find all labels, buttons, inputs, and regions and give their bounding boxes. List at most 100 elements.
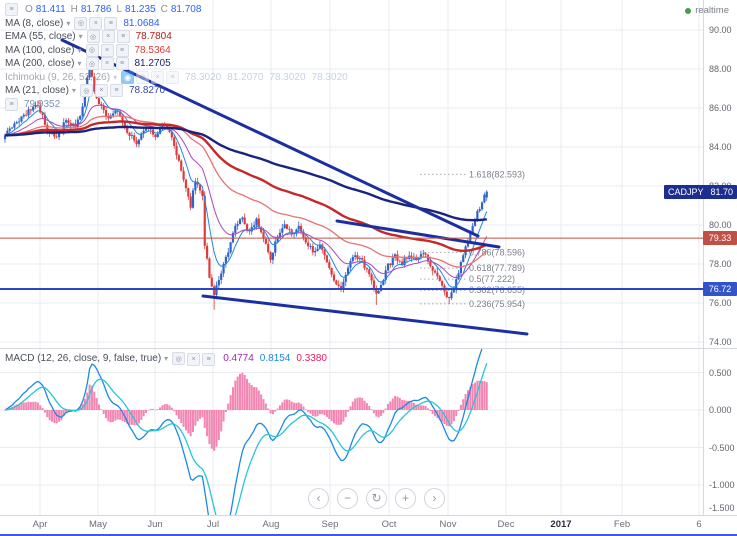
close-icon[interactable]: × (151, 70, 165, 84)
indicator-value: 81.2705 (134, 58, 171, 70)
visibility-icon[interactable]: ◎ (74, 16, 88, 30)
zoom-out-button[interactable]: − (337, 488, 358, 509)
price-tick-label: 74.00 (709, 337, 732, 347)
legend-collapse-icon[interactable]: ≡ (5, 3, 18, 17)
ohlc-low-value: 81.235 (125, 4, 156, 16)
dropdown-caret-icon[interactable]: ▾ (78, 32, 83, 42)
close-icon[interactable]: × (100, 57, 114, 71)
ohlc-close-value: 81.708 (170, 4, 202, 16)
price-tick-label: 84.00 (709, 142, 732, 152)
indicator-row[interactable]: MA (8, close) ▾ ◎ × ≡ 81.0684 (5, 16, 354, 31)
macd-legend-row[interactable]: MACD (12, 26, close, 9, false, true) ▾ ◎… (5, 352, 327, 366)
svg-text:0.618(77.789): 0.618(77.789) (469, 263, 525, 273)
price-tick-label: 88.00 (709, 64, 732, 74)
macd-lines-layer (4, 349, 488, 515)
macd-pane-canvas[interactable] (0, 349, 703, 515)
dropdown-caret-icon[interactable]: ▾ (113, 72, 118, 82)
indicator-row[interactable]: MA (100, close) ▾ ◎ × ≡ 78.5364 (5, 43, 354, 58)
indicator-value: 79.9352 (24, 98, 61, 110)
menu-icon[interactable]: ≡ (202, 352, 216, 366)
macd-grid-layer (0, 349, 703, 515)
time-label: Apr (32, 519, 48, 530)
time-label: Feb (613, 519, 631, 530)
indicator-value: 81.0684 (123, 17, 160, 29)
macd-value: 0.8154 (259, 353, 291, 365)
indicator-value: 78.3020 (311, 71, 348, 83)
svg-text:1.618(82.593): 1.618(82.593) (469, 169, 525, 179)
menu-icon[interactable]: ≡ (115, 43, 129, 57)
fib-retracement-layer: 1.618(82.593) 0.786(78.596) 0.618(77.789)0… (420, 169, 525, 309)
indicator-label: MA (21, close) (5, 85, 69, 97)
indicator-label: MA (8, close) (5, 17, 64, 29)
symbol-price-tag: CADJPY 81.70 (664, 184, 737, 199)
time-axis[interactable]: Apr May Jun Jul Aug Sep Oct Nov Dec 2017 Feb 6 (0, 516, 737, 534)
time-label: Dec (497, 519, 515, 530)
indicator-row[interactable]: MA (200, close) ▾ ◎ × ≡ 81.2705 (5, 57, 354, 71)
time-label: Sep (321, 519, 339, 530)
visibility-icon[interactable]: ◎ (85, 57, 99, 71)
indicator-values: 78.3020 81.2070 78.3020 78.3020 (185, 72, 354, 83)
indicator-label: MA (100, close) (5, 44, 75, 56)
dropdown-caret-icon[interactable]: ▾ (66, 18, 71, 28)
menu-icon[interactable]: ≡ (109, 84, 123, 98)
realtime-status: realtime (685, 5, 729, 16)
price-tick-label: 76.00 (709, 298, 732, 308)
indicator-row[interactable]: MA (21, close) ▾ ◎ × ≡ 78.8270 (5, 84, 354, 98)
close-icon[interactable]: × (100, 43, 114, 57)
menu-icon[interactable]: ≡ (104, 16, 118, 30)
ohlc-open-label: O (25, 4, 33, 16)
close-icon[interactable]: × (94, 84, 108, 98)
realtime-label: realtime (695, 5, 729, 16)
indicator-values: 78.7804 (136, 31, 178, 42)
indicator-value: 78.5364 (134, 44, 171, 56)
close-icon[interactable]: × (89, 16, 103, 30)
zoom-in-button[interactable]: + (395, 488, 416, 509)
time-label: Jul (206, 519, 220, 530)
symbol-tag-value: 81.70 (710, 186, 733, 197)
close-icon[interactable]: × (101, 30, 115, 44)
main-chart-canvas[interactable]: 1.618(82.593) 0.786(78.596) 0.618(77.789)0… (0, 0, 703, 349)
indicator-label: Ichimoku (9, 26, 52, 26) (5, 71, 111, 83)
indicator-row[interactable]: ≡ 79.9352 (5, 97, 354, 112)
time-label: Jun (147, 519, 163, 530)
macd-caret-icon[interactable]: ▾ (164, 354, 169, 364)
indicator-values: 81.2705 (135, 58, 177, 69)
reset-view-button[interactable]: ↻ (366, 488, 387, 509)
svg-text:0.5(77.222): 0.5(77.222) (469, 274, 515, 284)
dropdown-caret-icon[interactable]: ▾ (77, 59, 82, 69)
scroll-left-button[interactable]: ‹ (308, 488, 329, 509)
time-label: May (89, 519, 107, 530)
pane-divider-handle[interactable] (0, 348, 737, 349)
dropdown-caret-icon[interactable]: ▾ (71, 86, 76, 96)
menu-icon[interactable]: ≡ (5, 97, 18, 111)
indicator-value: 81.2070 (227, 71, 264, 83)
dropdown-caret-icon[interactable]: ▾ (77, 45, 82, 55)
menu-icon[interactable]: ≡ (116, 30, 130, 44)
ohlc-high-value: 81.786 (80, 4, 112, 16)
chart-nav-controls: ‹ − ↻ + › (308, 488, 445, 509)
time-label: Nov (439, 519, 457, 530)
time-label: Aug (262, 519, 280, 530)
indicator-row[interactable]: EMA (55, close) ▾ ◎ × ≡ 78.7804 (5, 30, 354, 44)
indicator-value: 78.8270 (128, 85, 166, 97)
indicator-row[interactable]: Ichimoku (9, 26, 52, 26) ▾ ◉ ◎ × ≡ 78.3020 81.2… (5, 70, 354, 85)
time-label: Oct (381, 519, 397, 530)
visibility-icon[interactable]: ◎ (86, 30, 100, 44)
macd-value: 0.3380 (296, 353, 327, 365)
visibility-eye-icon[interactable]: ◉ (121, 70, 135, 84)
visibility-icon[interactable]: ◎ (172, 352, 186, 365)
menu-icon[interactable]: ≡ (115, 57, 129, 71)
time-label: 2017 (550, 519, 572, 530)
price-axis[interactable]: 90.0088.0086.0084.0082.0080.0078.0076.00… (703, 0, 737, 515)
visibility-icon[interactable]: ◎ (79, 84, 93, 98)
visibility-icon[interactable]: ◎ (136, 70, 150, 84)
close-icon[interactable]: × (187, 352, 201, 366)
bottom-edge-highlight (0, 534, 737, 536)
macd-tick-label: 0.500 (709, 367, 732, 378)
svg-text:0.786(78.596): 0.786(78.596) (469, 247, 525, 257)
ohlc-open-value: 81.411 (35, 4, 66, 16)
menu-icon[interactable]: ≡ (166, 70, 180, 84)
indicator-label: MA (200, close) (5, 58, 75, 70)
visibility-icon[interactable]: ◎ (85, 43, 99, 57)
scroll-right-button[interactable]: › (424, 488, 445, 509)
